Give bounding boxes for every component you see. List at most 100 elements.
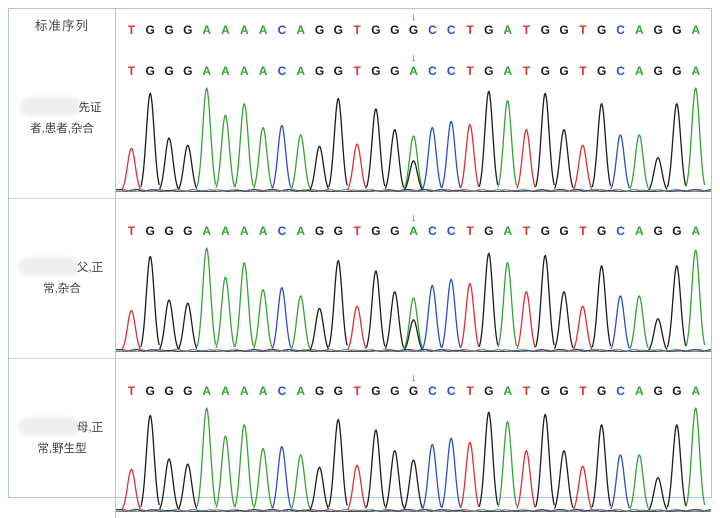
sequence-letter: G — [145, 23, 155, 37]
peak-g — [535, 413, 555, 507]
peak-c — [422, 126, 442, 189]
peak-c — [422, 443, 442, 509]
sequence-letter: T — [127, 224, 136, 238]
peak-a — [234, 103, 254, 188]
sequence-letter: T — [353, 64, 361, 78]
sequence-letter: A — [296, 384, 306, 398]
sequence-letter: A — [239, 384, 249, 398]
sequence-letter: G — [540, 384, 550, 398]
sequence-letter: G — [672, 224, 682, 238]
peak-a — [290, 134, 311, 190]
sequence-letter: C — [616, 23, 625, 37]
peak-g — [159, 458, 179, 510]
sequence-letter: A — [503, 224, 512, 238]
peak-a — [685, 249, 706, 347]
sequence-letter: G — [183, 23, 193, 37]
sample-label: 母,正常,野生型 — [18, 418, 106, 458]
sequence-letter: G — [333, 224, 344, 238]
sequence-letter: T — [466, 384, 474, 398]
sequence-letter: T — [127, 384, 136, 398]
peak-a — [403, 135, 424, 190]
base-call-letters: T G G G A A A A C A G G T G G G ↓ C C T G A T G G T G C A G G A — [116, 10, 711, 39]
peak-t — [347, 305, 367, 350]
sample-label: 先证者,患者,杂合 — [18, 98, 106, 138]
sequence-letter: G — [540, 23, 550, 37]
sequence-letter: T — [353, 23, 361, 37]
sequence-letter: A — [691, 224, 701, 238]
sequence-letter: A — [503, 64, 512, 78]
sequence-letter: A — [258, 384, 268, 398]
sequence-letter: G — [390, 23, 400, 37]
chromatogram-cell: T G G G A A A A C A G G T G G G ↓ C C T G A T G G T G C A G G A — [116, 359, 711, 518]
peak-c — [610, 454, 630, 510]
peak-a — [290, 295, 311, 350]
sequence-letter: C — [616, 64, 625, 78]
standard-sequence-label-cell: 标准序列 — [9, 9, 116, 39]
sequence-letter: G — [183, 64, 193, 78]
peak-g — [328, 418, 348, 508]
sequence-letter: C — [277, 64, 287, 78]
peak-g — [328, 259, 348, 348]
sequence-letter: A ↓ — [404, 212, 423, 238]
peak-t — [121, 309, 141, 351]
sequence-letter: G — [390, 384, 400, 398]
sequence-letter: G — [314, 23, 325, 37]
sequence-letter: C — [428, 224, 437, 238]
sequence-letter: A — [202, 384, 211, 398]
sequence-letter: A — [202, 64, 211, 78]
base-call-letters: T G G G A A A A C A G G T G G A ↓ C C T G A T G G T G C A G G A — [116, 211, 711, 238]
peak-g — [666, 265, 687, 348]
peak-t — [347, 464, 367, 510]
sequence-letter: G — [672, 384, 682, 398]
peak-g — [591, 265, 612, 348]
sequence-letter: G — [145, 64, 155, 78]
chromatogram-row: 先证者,患者,杂合 T G G G A A A A C A G G T G G A ↓ C C T G A T G G T G C A G G… — [9, 39, 711, 198]
peak-g — [478, 252, 499, 347]
sequence-letter: G — [540, 224, 550, 238]
sequence-letter: G — [164, 224, 174, 238]
sequence-letter: T — [579, 384, 587, 398]
sequence-letter: A — [221, 23, 230, 37]
sequence-letter: G — [390, 224, 400, 238]
sequence-letter: G — [672, 64, 682, 78]
peak-c — [271, 286, 292, 349]
sequence-letter: T — [466, 64, 474, 78]
sequence-letter: G — [559, 224, 569, 238]
peak-t — [459, 441, 480, 509]
mutation-arrow-icon: ↓ — [410, 11, 417, 23]
sequence-letter: A — [296, 23, 306, 37]
peak-a — [497, 420, 518, 508]
sample-label-cell: 母,正常,野生型 — [9, 359, 116, 518]
sequence-letter: C — [277, 224, 287, 238]
peak-g — [309, 307, 330, 350]
sequence-letter: A — [239, 23, 249, 37]
peak-g — [309, 466, 330, 510]
sequence-letter: C — [446, 224, 456, 238]
peak-g — [177, 463, 198, 510]
sequence-letter: G — [484, 224, 494, 238]
peak-g — [140, 414, 160, 507]
peak-g — [591, 424, 612, 508]
sequence-letter: G — [597, 23, 607, 37]
peak-t — [572, 144, 593, 190]
chromatogram-row: 父,正常,杂合 T G G G A A A A C A G G T G G A ↓ C C T G A T G G T G C A G G A — [9, 198, 711, 358]
chromatogram-trace — [116, 87, 711, 192]
sequence-letter: T — [353, 224, 361, 238]
sequence-letter: T — [579, 224, 587, 238]
sequence-letter: A — [258, 224, 268, 238]
sequence-letter: G — [390, 64, 400, 78]
sequence-letter: G — [371, 384, 381, 398]
sequence-letter: G — [314, 64, 325, 78]
peak-g — [177, 302, 198, 350]
peak-c — [441, 437, 461, 509]
sequence-letter: A — [503, 384, 512, 398]
sequence-letter: C — [428, 23, 437, 37]
standard-sequence-row: 标准序列 T G G G A A A A C A G G T G G G ↓ C C T G A T G G T G C A G G A — [9, 9, 711, 39]
peak-a — [403, 297, 424, 350]
sequence-letter: T — [522, 23, 531, 37]
sequence-letter: G — [597, 224, 607, 238]
peak-c — [610, 295, 630, 350]
sequence-letter: C — [277, 384, 287, 398]
peak-g — [140, 255, 160, 347]
peak-g — [328, 97, 348, 188]
